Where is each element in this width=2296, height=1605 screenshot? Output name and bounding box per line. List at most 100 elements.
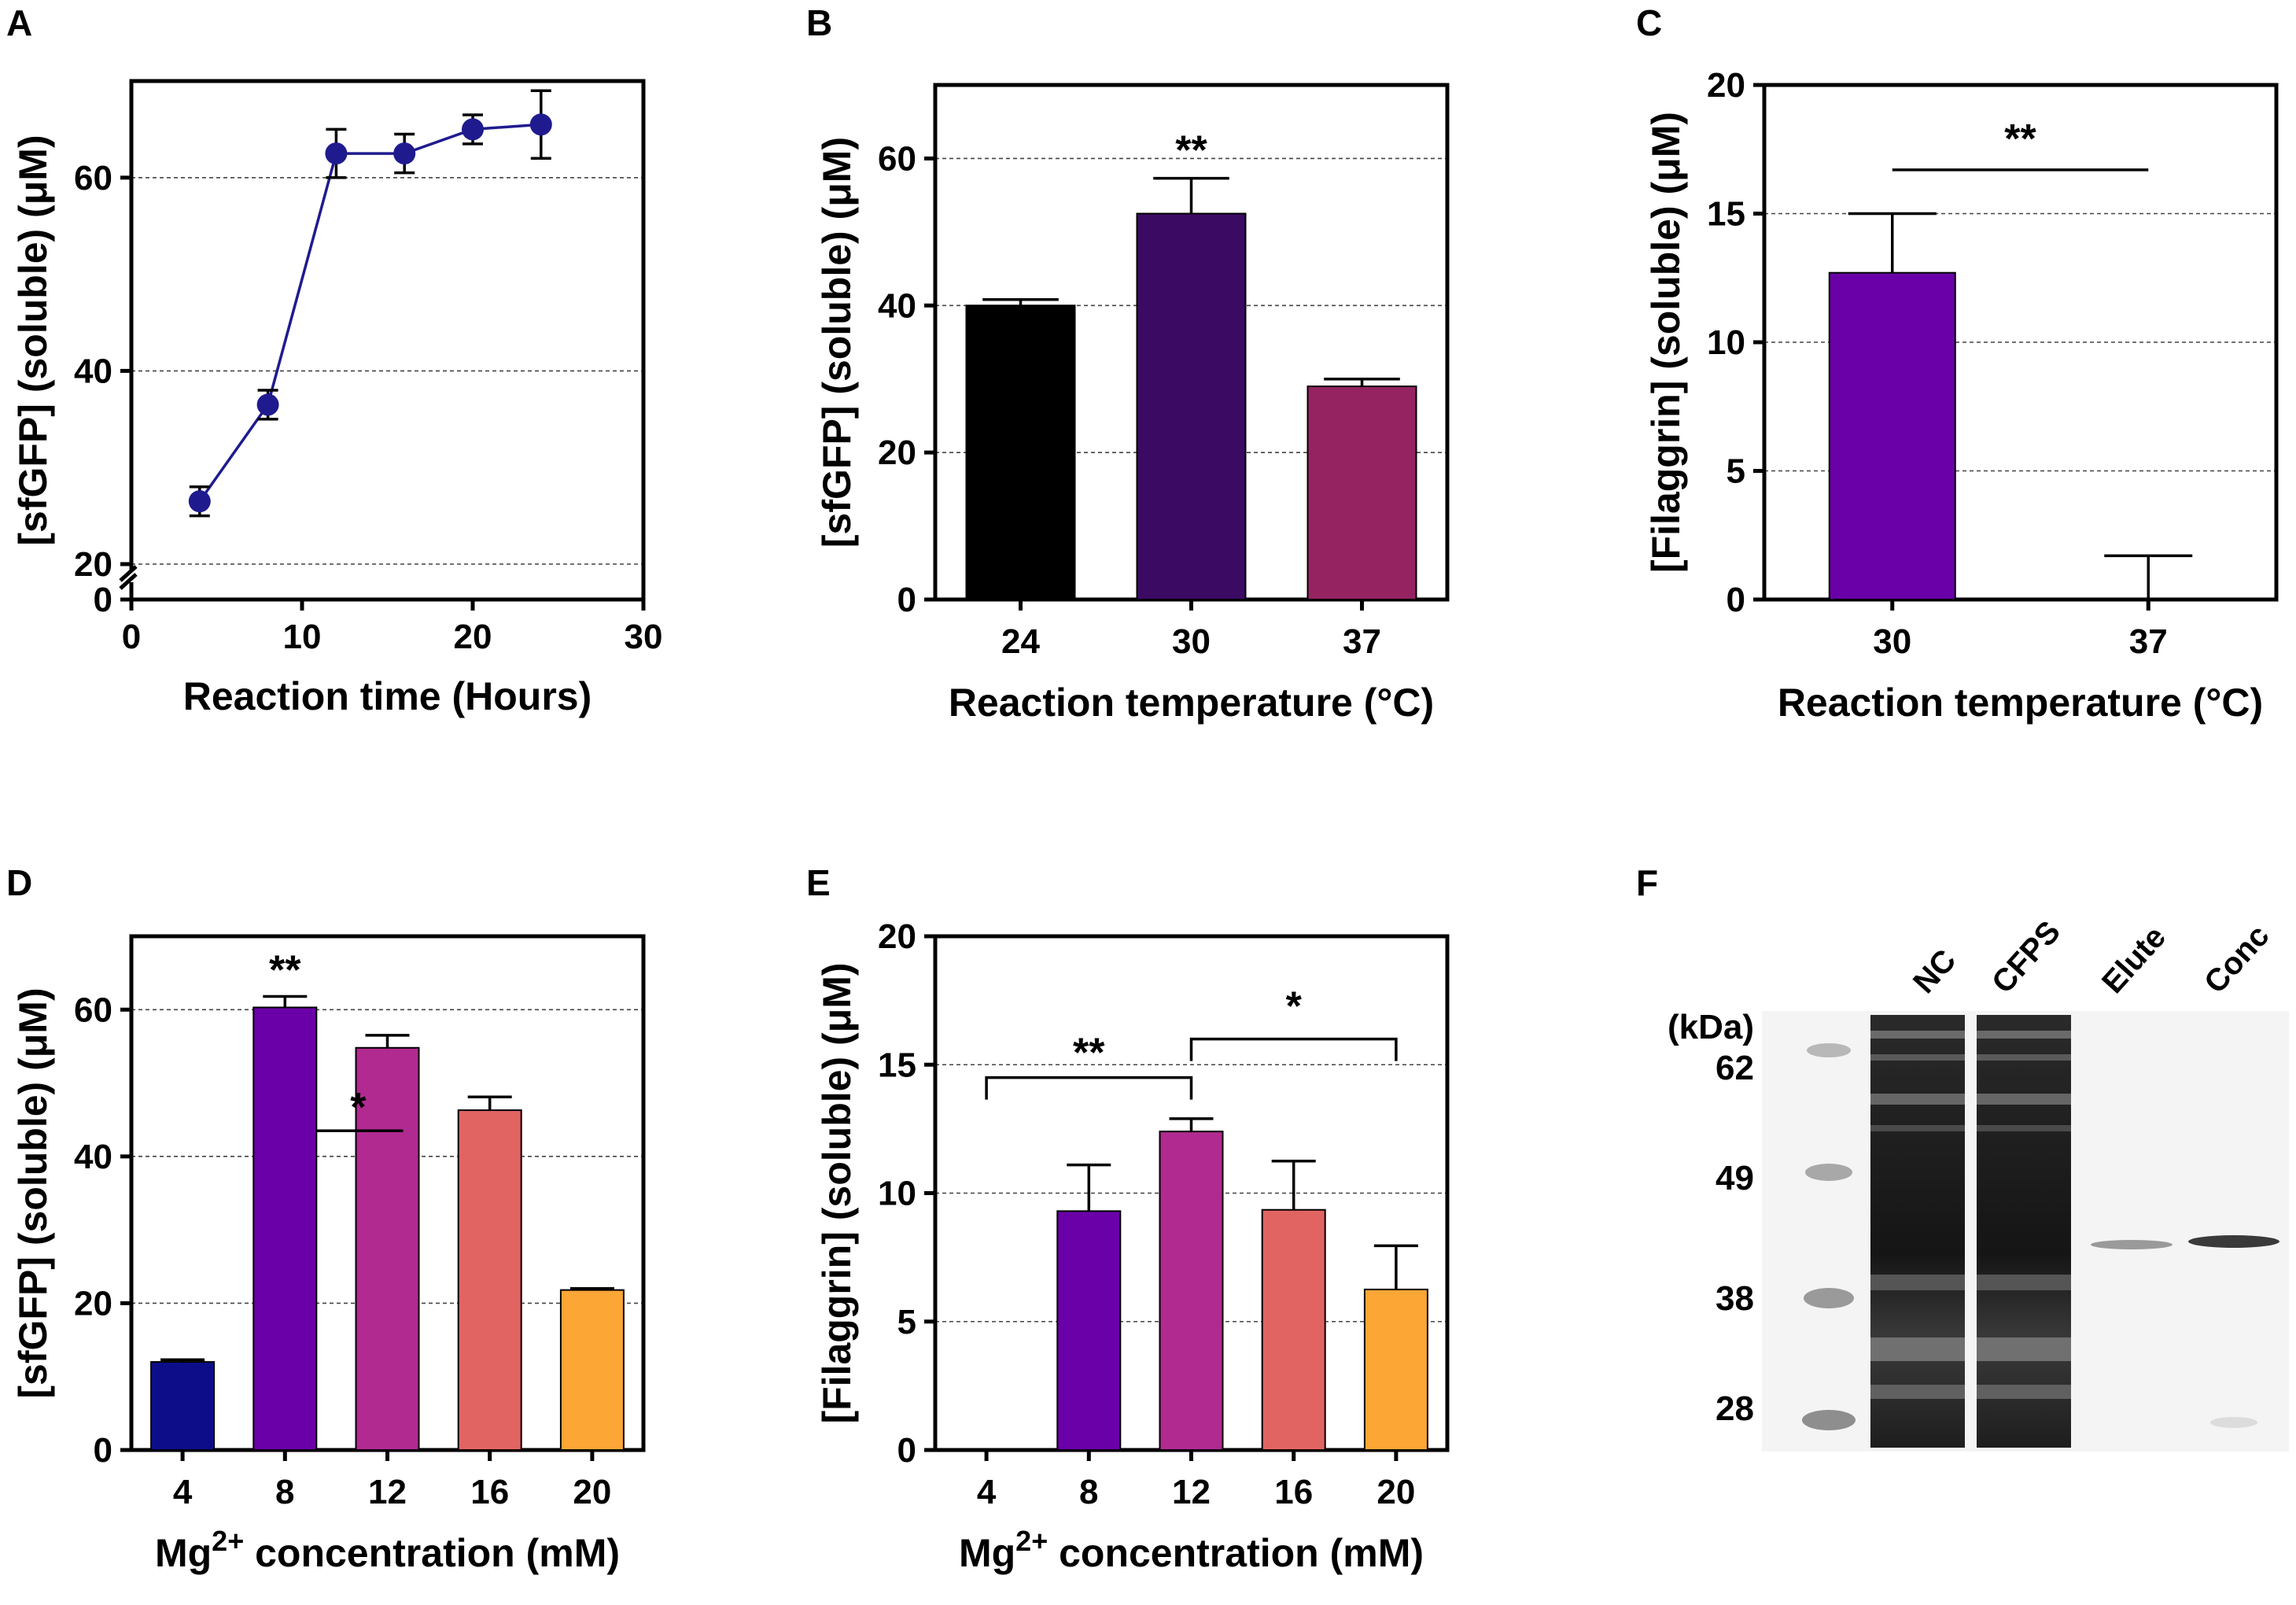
y-tick-label-20: 20 — [74, 545, 112, 584]
bar-37 — [1306, 386, 1417, 600]
x-tick-label-20: 20 — [573, 1473, 611, 1511]
panel-d-bar-chart: 0 20 40 60 [sfGFP] (soluble) (μM) 4 8 12 16 20 Mg2… — [11, 934, 646, 1575]
x-tick-label-8: 8 — [275, 1473, 294, 1511]
plot-frame — [129, 79, 646, 602]
data-point-12 — [325, 142, 348, 165]
x-tick-label-12: 12 — [368, 1473, 407, 1511]
x-tick-label-30: 30 — [1873, 622, 1911, 661]
y-tick-label-40: 40 — [74, 352, 112, 390]
data-point-24 — [529, 113, 552, 136]
bar-4 — [150, 1361, 216, 1451]
x-tick-label-20: 20 — [1376, 1473, 1415, 1511]
bar-8 — [1056, 1210, 1122, 1451]
x-tick-label-24: 24 — [1001, 622, 1040, 661]
significance-label-12-20: * — [1286, 984, 1303, 1030]
y-tick-label-0: 0 — [897, 1431, 916, 1470]
series-line — [198, 123, 541, 503]
bar-30 — [1828, 271, 1956, 600]
y-tick-label-0: 0 — [1727, 581, 1745, 619]
y-tick-label-20: 20 — [878, 917, 916, 956]
bar-30 — [1136, 212, 1247, 600]
panel-label-c: C — [1636, 2, 1662, 43]
panel-e-bar-chart: 0 5 10 15 20 [Filaggrin] (soluble) (μM) 4 8 12 16… — [815, 917, 1450, 1575]
panel-label-a: A — [6, 2, 32, 43]
x-tick-label-0: 0 — [122, 618, 141, 656]
elute-band — [2091, 1240, 2173, 1249]
x-tick-label-16: 16 — [470, 1473, 509, 1511]
y-axis-label: [sfGFP] (soluble) (μM) — [815, 137, 859, 548]
panel-label-f: F — [1636, 862, 1658, 903]
y-tick-label-40: 40 — [878, 286, 916, 325]
panel-b-bar-chart: 0 20 40 60 [sfGFP] (soluble) (μM) 24 30 37 React… — [815, 83, 1450, 725]
x-axis-label: Reaction temperature (°C) — [949, 681, 1434, 725]
y-tick-label-10: 10 — [1707, 323, 1745, 362]
axis-break-mark-1 — [119, 565, 138, 582]
axis-break-mark-2 — [119, 573, 138, 590]
conc-band — [2188, 1235, 2279, 1248]
y-tick-label-0: 0 — [94, 1431, 112, 1470]
x-tick-label-4: 4 — [977, 1473, 997, 1511]
significance-label-4-12: ** — [1073, 1031, 1105, 1076]
kda-marker-49: 49 — [1716, 1159, 1754, 1197]
x-tick-label-12: 12 — [1172, 1473, 1211, 1511]
bar-12 — [1159, 1131, 1224, 1451]
x-tick-label-37: 37 — [2129, 622, 2168, 661]
y-tick-label-5: 5 — [1727, 452, 1745, 491]
x-axis-label: Mg2+ concentration (mM) — [959, 1525, 1424, 1575]
significance-label-8-12: * — [350, 1085, 367, 1131]
cfps-lane — [1977, 1015, 2071, 1448]
lane-label-nc: NC — [1907, 943, 1962, 1000]
x-tick-label-4: 4 — [173, 1473, 193, 1511]
ladder-lane — [1802, 1043, 1856, 1430]
y-tick-label-15: 15 — [1707, 195, 1745, 234]
x-tick-label-20: 20 — [454, 618, 492, 656]
y-tick-label-20: 20 — [1707, 66, 1745, 105]
bar-20 — [559, 1289, 625, 1451]
significance-label: ** — [2004, 116, 2036, 162]
x-tick-label-16: 16 — [1274, 1473, 1313, 1511]
panel-label-d: D — [6, 862, 32, 903]
x-tick-label-30: 30 — [625, 618, 663, 656]
y-tick-label-20: 20 — [878, 434, 916, 472]
panel-c-bar-chart: 0 5 10 15 20 [Filaggrin] (soluble) (μM) 30 37 Re… — [1644, 66, 2279, 725]
significance-bracket-12-20 — [1189, 1037, 1398, 1061]
bar-20 — [1363, 1288, 1428, 1451]
panel-label-b: B — [806, 2, 832, 43]
y-tick-label-20: 20 — [74, 1284, 112, 1323]
data-point-4 — [188, 490, 211, 513]
bar-24 — [965, 304, 1076, 600]
y-tick-label-60: 60 — [74, 159, 112, 197]
y-tick-label-40: 40 — [74, 1138, 112, 1176]
x-axis-label: Mg2+ concentration (mM) — [155, 1525, 620, 1575]
y-tick-label-0: 0 — [94, 581, 112, 619]
x-tick-label-8: 8 — [1079, 1473, 1098, 1511]
y-tick-label-60: 60 — [878, 139, 916, 178]
kda-unit-label: (kDa) — [1668, 1008, 1754, 1046]
panel-label-e: E — [806, 862, 831, 903]
plot-frame — [1762, 83, 2279, 602]
significance-label-8: ** — [269, 947, 301, 993]
data-point-16 — [393, 142, 416, 165]
y-tick-label-0: 0 — [897, 581, 916, 619]
kda-marker-28: 28 — [1716, 1389, 1754, 1428]
y-tick-label-60: 60 — [74, 991, 112, 1029]
x-tick-label-30: 30 — [1172, 622, 1211, 661]
y-axis-label: [sfGFP] (soluble) (μM) — [11, 987, 55, 1398]
y-axis-label: [sfGFP] (soluble) (μM) — [11, 135, 55, 545]
x-axis-label: Reaction time (Hours) — [183, 674, 592, 718]
significance-bracket-4-12 — [985, 1076, 1193, 1100]
data-point-8 — [256, 393, 279, 416]
significance-label: ** — [1175, 128, 1207, 174]
kda-marker-38: 38 — [1716, 1279, 1754, 1318]
kda-marker-62: 62 — [1716, 1049, 1754, 1087]
x-axis-label: Reaction temperature (°C) — [1778, 681, 2263, 725]
conc-faint-band — [2210, 1417, 2257, 1428]
data-point-20 — [462, 118, 484, 141]
nc-lane — [1870, 1015, 1965, 1448]
bar-16 — [457, 1109, 522, 1452]
x-tick-label-37: 37 — [1343, 622, 1381, 661]
y-tick-label-15: 15 — [878, 1046, 916, 1084]
panel-f-gel-image: NC CFPS Elute Conc (kDa) 62 49 38 28 — [1668, 914, 2289, 1452]
